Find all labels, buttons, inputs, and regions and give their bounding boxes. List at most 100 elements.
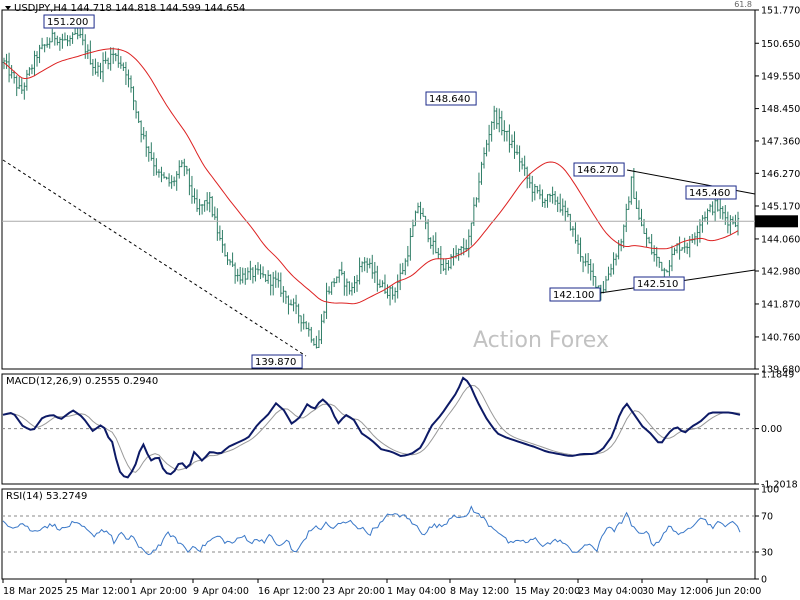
price-bar	[736, 211, 740, 236]
price-bar	[124, 61, 128, 85]
price-bar	[432, 235, 435, 255]
macd-panel-frame	[1, 373, 756, 485]
label-low-139870: 139.870	[251, 354, 303, 369]
price-bar	[650, 234, 653, 255]
label-high-145460-box	[685, 185, 737, 200]
price-bar	[576, 234, 580, 254]
price-bar	[543, 198, 547, 208]
price-bar	[393, 287, 397, 303]
price-bar	[525, 166, 529, 189]
price-bar	[203, 200, 206, 212]
price-bar	[528, 173, 531, 189]
price-bar	[155, 158, 158, 176]
price-bar	[581, 256, 585, 273]
price-bar	[551, 186, 554, 204]
price-bar	[299, 315, 303, 332]
rsi-y-tick-label: 0	[761, 575, 767, 586]
price-bar	[30, 64, 34, 75]
price-bar	[368, 258, 371, 269]
price-bar	[721, 206, 724, 220]
price-bar	[312, 338, 316, 346]
price-bar	[15, 75, 18, 97]
price-bar	[470, 222, 473, 246]
price-bar	[294, 294, 298, 315]
price-bar	[538, 184, 542, 200]
price-bar	[12, 70, 16, 84]
price-bar	[477, 172, 481, 203]
x-axis-tick-label: 6 Jun 20:00	[707, 586, 761, 597]
price-bar	[310, 326, 313, 343]
price-bar	[579, 237, 582, 262]
price-bar	[208, 191, 211, 213]
price-bar	[409, 228, 412, 261]
price-bar	[221, 230, 224, 253]
price-bar	[424, 215, 427, 230]
price-bar	[226, 252, 229, 265]
price-bar	[548, 193, 552, 203]
price-bar	[401, 262, 404, 275]
price-bar	[23, 82, 26, 100]
label-high-145460: 145.460	[685, 185, 737, 200]
label-low-142100: 142.100	[549, 287, 601, 302]
price-bar	[688, 235, 691, 258]
price-bar	[612, 252, 615, 275]
price-bar	[63, 32, 67, 41]
price-bar	[327, 286, 331, 295]
price-bar	[277, 272, 280, 288]
price-bar	[228, 259, 232, 266]
price-bar	[683, 237, 686, 253]
price-bar	[668, 260, 671, 277]
price-bar	[505, 130, 509, 142]
price-bar	[622, 224, 625, 249]
x-axis-tick-label: 15 May 20:00	[515, 586, 580, 597]
price-bar	[244, 267, 247, 285]
price-bar	[645, 228, 648, 247]
price-bar	[101, 52, 105, 83]
price-bar	[307, 322, 310, 337]
price-bar	[647, 236, 651, 244]
price-bar	[114, 52, 117, 62]
price-bar	[330, 281, 333, 295]
price-bar	[696, 225, 699, 247]
x-axis-tick-label: 25 Mar 12:00	[66, 586, 129, 597]
price-bar	[340, 261, 343, 276]
price-y-tick-label: 140.760	[761, 332, 800, 343]
macd-y-tick-label: 1.1849	[761, 370, 794, 381]
rsi-title: RSI(14) 53.2749	[6, 491, 87, 502]
price-bar	[637, 200, 641, 221]
price-bar	[137, 111, 140, 124]
price-bar	[122, 62, 125, 71]
price-bar	[190, 175, 194, 204]
price-bar	[91, 59, 95, 76]
dashed-trendline	[2, 159, 307, 357]
price-bar	[388, 285, 392, 306]
rsi-line	[2, 505, 741, 556]
label-high-148640: 148.640	[425, 91, 477, 106]
price-bar	[358, 257, 361, 285]
price-bar	[449, 254, 453, 270]
price-bar	[609, 263, 613, 277]
price-bar	[160, 166, 163, 183]
x-axis-tick-label: 30 May 12:00	[642, 586, 707, 597]
price-bar	[365, 257, 369, 273]
macd-y-tick-label: 0.00	[761, 424, 782, 435]
price-bar	[180, 160, 183, 168]
price-bar	[188, 168, 191, 196]
price-bar	[58, 37, 62, 51]
price-bar	[500, 110, 503, 136]
price-bar	[292, 298, 295, 312]
price-bar	[652, 245, 656, 262]
price-bar	[518, 145, 521, 172]
price-bar	[482, 147, 486, 169]
price-bar	[625, 203, 628, 233]
price-bar	[193, 188, 196, 204]
price-bar	[223, 243, 227, 257]
price-bar	[104, 51, 107, 64]
macd-y-tick-label: -1.2018	[761, 480, 798, 491]
price-bar	[139, 120, 143, 143]
price-bar	[56, 35, 59, 46]
price-bar	[142, 127, 145, 140]
price-bar	[43, 44, 46, 53]
price-bar	[272, 271, 275, 296]
